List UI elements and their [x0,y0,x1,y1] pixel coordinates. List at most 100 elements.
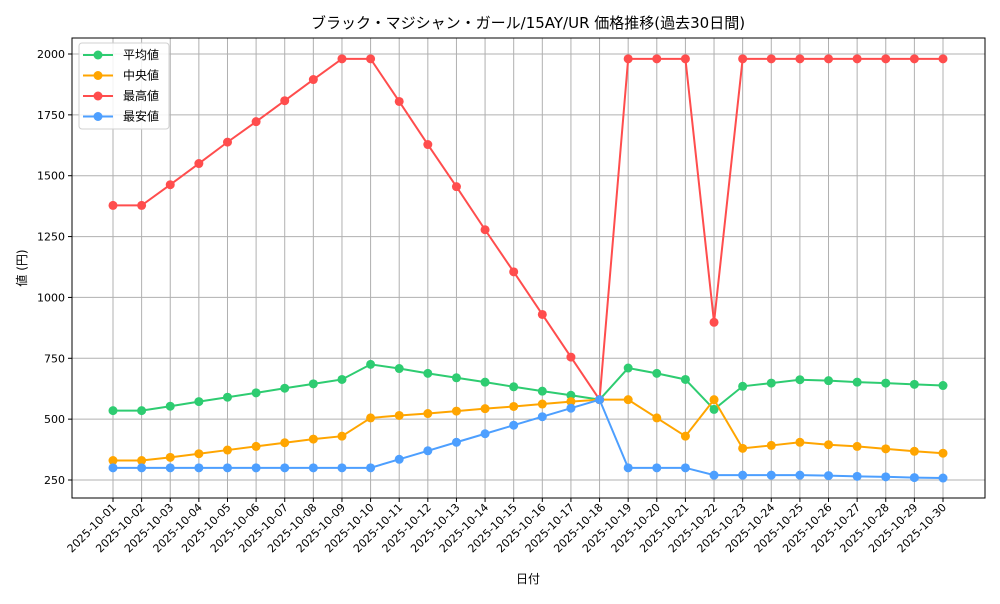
data-point [824,376,834,386]
data-point [795,54,805,64]
data-point [509,267,519,277]
data-point [909,54,919,64]
data-point [680,463,690,473]
data-point [366,413,376,423]
data-point [165,180,175,190]
series-line [113,397,944,462]
data-point [280,463,290,473]
data-point [222,463,232,473]
data-point [108,200,118,210]
series-2 [108,54,948,405]
series-lines [108,54,948,483]
data-point [909,473,919,483]
chart-title: ブラック・マジシャン・ガール/15AY/UR 価格推移(過去30日間) [311,14,745,32]
data-point [795,470,805,480]
legend-item: 最高値 [83,88,159,103]
y-tick-label: 1250 [37,231,65,244]
data-point [680,374,690,384]
data-point [766,440,776,450]
series-line [113,363,944,412]
y-tick-label: 1500 [37,170,65,183]
data-point [824,54,834,64]
data-point [308,434,318,444]
data-point [451,182,461,192]
data-point [251,441,261,451]
data-point [652,463,662,473]
data-point [194,449,204,459]
y-tick-label: 500 [44,413,65,426]
data-point [366,463,376,473]
data-point [337,54,347,64]
data-point [337,463,347,473]
data-point [738,443,748,453]
data-point [680,54,690,64]
data-point [308,379,318,389]
data-point [881,54,891,64]
series-3 [108,395,948,483]
data-point [766,378,776,388]
x-axis: 2025-10-012025-10-022025-10-032025-10-04… [65,498,949,555]
data-point [938,381,948,391]
data-point [194,159,204,169]
data-point [852,377,862,387]
legend-marker-icon [93,50,103,60]
data-point [509,401,519,411]
data-point [623,395,633,405]
y-axis: 250 500 750 1000 1250 1500 1750 2000 [37,48,72,487]
data-point [480,429,490,439]
data-point [824,471,834,481]
data-point [566,352,576,362]
series-line [113,398,944,480]
data-point [366,359,376,369]
data-point [423,446,433,456]
data-point [194,463,204,473]
data-point [423,409,433,419]
data-point [108,456,118,466]
data-point [165,463,175,473]
data-point [852,54,862,64]
data-point [366,54,376,64]
legend-item: 最安値 [83,109,159,124]
data-point [824,440,834,450]
series-line [113,57,943,403]
data-point [652,413,662,423]
data-point [280,383,290,393]
data-point [938,54,948,64]
y-tick-label: 1000 [37,291,65,304]
data-point [451,373,461,383]
data-point [137,200,147,210]
data-point [709,317,719,327]
plot-frame [71,37,986,499]
data-point [108,406,118,416]
legend-marker-icon [93,112,103,121]
data-point [652,54,662,64]
data-point [194,397,204,407]
data-point [280,438,290,448]
data-point [909,446,919,456]
legend-label: 最安値 [123,109,159,124]
legend-item: 中央値 [83,68,159,83]
data-point [566,403,576,413]
data-point [251,388,261,398]
data-point [938,473,948,483]
legend-item: 平均値 [83,47,159,62]
data-point [766,470,776,480]
data-point [137,463,147,473]
data-point [623,363,633,373]
data-point [738,470,748,480]
data-point [709,470,719,480]
data-point [165,401,175,411]
data-point [337,374,347,384]
x-axis-label: 日付 [516,572,540,586]
data-point [852,441,862,451]
data-point [709,395,719,405]
data-point [451,437,461,447]
data-point [509,420,519,430]
data-point [480,377,490,387]
data-point [423,368,433,378]
data-point [909,379,919,389]
series-0 [108,359,948,416]
